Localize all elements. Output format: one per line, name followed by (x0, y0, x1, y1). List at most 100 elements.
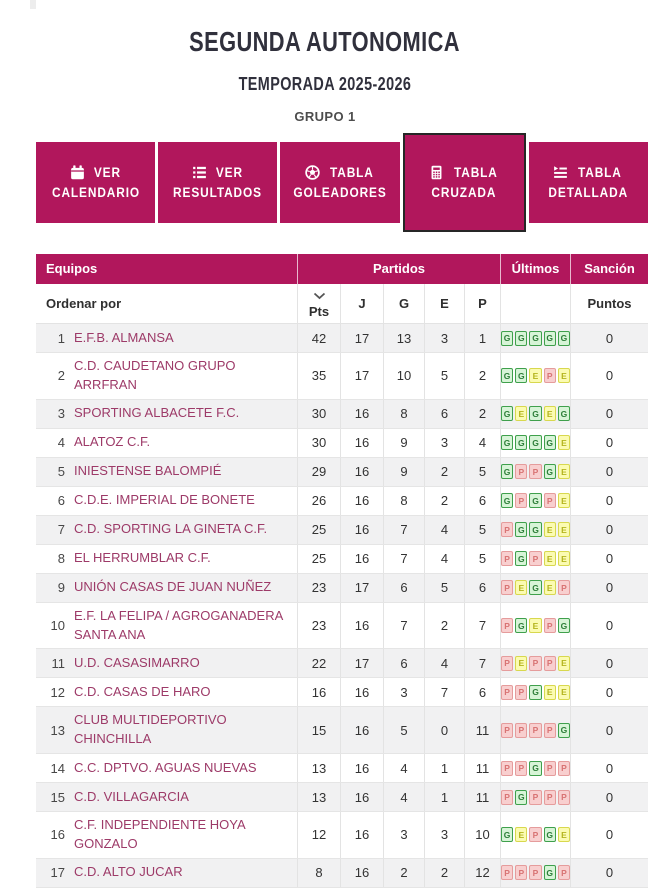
result-badge: G (501, 435, 514, 451)
result-badge: P (557, 580, 571, 596)
sancion-cell: 0 (570, 707, 648, 754)
sancion-cell: 0 (570, 812, 648, 858)
table-row: 10 E.F. LA FELIPA / AGROGANADERA SANTA A… (36, 602, 648, 650)
pts-cell: 22 (297, 649, 340, 678)
g-cell: 8 (383, 486, 424, 515)
g-cell: 13 (383, 324, 424, 352)
result-badge: G (529, 580, 542, 596)
j-cell: 16 (340, 783, 383, 812)
group-label: GRUPO 1 (294, 109, 356, 124)
team-name[interactable]: ALATOZ C.F. (74, 434, 151, 450)
team-name[interactable]: E.F.B. ALMANSA (74, 329, 174, 345)
sancion-cell: 0 (570, 544, 648, 573)
column-pts-sort[interactable]: Pts (297, 284, 340, 323)
result-badge: E (557, 551, 571, 567)
tab-tabla-detallada[interactable]: TABLA DETALLADA (528, 141, 649, 223)
result-badge: E (543, 406, 556, 422)
result-badge: G (543, 435, 556, 451)
pts-cell: 12 (297, 812, 340, 858)
team-name[interactable]: CLUB MULTIDEPORTIVO CHINCHILLA (74, 712, 227, 747)
result-badge: E (529, 618, 542, 634)
team-name[interactable]: C.D. SPORTING LA GINETA C.F. (74, 521, 268, 537)
result-badge: E (515, 406, 528, 422)
g-cell: 9 (383, 428, 424, 457)
result-badge: P (501, 789, 514, 805)
table-subheader: Ordenar por Pts J G E P Puntos (36, 284, 648, 324)
corner-artifact (30, 0, 36, 9)
result-badge: P (501, 522, 514, 538)
e-cell: 2 (424, 457, 464, 486)
g-cell: 5 (383, 707, 424, 754)
j-cell: 16 (340, 486, 383, 515)
result-badge: P (515, 722, 528, 738)
result-badge: E (557, 655, 571, 671)
page-title: SEGUNDA AUTONOMICA (189, 26, 461, 57)
result-badge: G (501, 368, 514, 384)
result-badge: G (501, 464, 514, 480)
j-cell: 17 (340, 573, 383, 602)
team-name[interactable]: C.D.E. IMPERIAL DE BONETE (74, 492, 255, 508)
result-badge: E (543, 522, 556, 538)
team-name[interactable]: C.D. CASAS DE HARO (74, 683, 211, 699)
team-name[interactable]: C.D. ALTO JUCAR (74, 864, 183, 880)
team-name[interactable]: U.D. CASASIMARRO (74, 654, 200, 670)
team-name[interactable]: C.F. INDEPENDIENTE HOYA GONZALO (74, 817, 245, 851)
g-cell: 3 (383, 678, 424, 707)
result-badge: P (543, 368, 556, 384)
sancion-cell: 0 (570, 353, 648, 399)
j-cell: 16 (340, 707, 383, 754)
result-badge: P (529, 655, 542, 671)
result-badge: G (515, 551, 528, 567)
sancion-cell: 0 (570, 428, 648, 457)
j-cell: 16 (340, 399, 383, 428)
result-badge: P (501, 684, 514, 700)
j-cell: 16 (340, 515, 383, 544)
e-cell: 6 (424, 399, 464, 428)
result-badge: E (557, 684, 571, 700)
rank-cell: 12 (50, 684, 65, 700)
e-cell: 4 (424, 649, 464, 678)
sancion-cell: 0 (570, 486, 648, 515)
team-name[interactable]: SPORTING ALBACETE F.C. (74, 405, 240, 421)
header-ultimos: Últimos (500, 254, 570, 284)
rank-cell: 11 (51, 655, 66, 671)
tab-ver-resultados[interactable]: VER RESULTADOS (158, 141, 278, 223)
table-row: 16 C.F. INDEPENDIENTE HOYA GONZALO 12 16… (36, 812, 648, 859)
tab-ver-calendario[interactable]: VER CALENDARIO (36, 141, 156, 223)
result-badge: P (501, 865, 514, 881)
team-name[interactable]: EL HERRUMBLAR C.F. (74, 550, 211, 566)
season-subtitle: TEMPORADA 2025-2026 (238, 74, 412, 94)
sancion-cell: 0 (570, 457, 648, 486)
rank-cell: 5 (57, 464, 65, 480)
result-badge: P (515, 464, 528, 480)
g-cell: 9 (383, 457, 424, 486)
j-cell: 16 (340, 754, 383, 783)
tab-tabla-goleadores[interactable]: TABLA GOLEADORES (280, 141, 400, 223)
table-row: 2 C.D. CAUDETANO GRUPO ARRFRAN 35 17 10 … (36, 353, 648, 400)
rank-cell: 13 (50, 722, 65, 738)
result-badge: G (529, 406, 542, 422)
team-name[interactable]: E.F. LA FELIPA / AGROGANADERA SANTA ANA (74, 607, 283, 642)
team-name[interactable]: INIESTENSE BALOMPIÉ (74, 463, 222, 479)
tab-tabla-cruzada[interactable]: TABLA CRUZADA (402, 132, 526, 232)
result-badge: E (515, 827, 528, 843)
rank-cell: 10 (50, 618, 65, 634)
team-name[interactable]: C.D. CAUDETANO GRUPO ARRFRAN (74, 358, 236, 392)
g-cell: 7 (383, 515, 424, 544)
team-name[interactable]: C.C. DPTVO. AGUAS NUEVAS (74, 759, 257, 775)
result-badge: G (529, 435, 542, 451)
team-name[interactable]: C.D. VILLAGARCIA (74, 788, 189, 804)
result-badge: P (529, 789, 542, 805)
p-cell: 5 (464, 457, 500, 486)
team-name[interactable]: UNIÓN CASAS DE JUAN NUÑEZ (74, 579, 272, 595)
j-cell: 17 (340, 324, 383, 352)
